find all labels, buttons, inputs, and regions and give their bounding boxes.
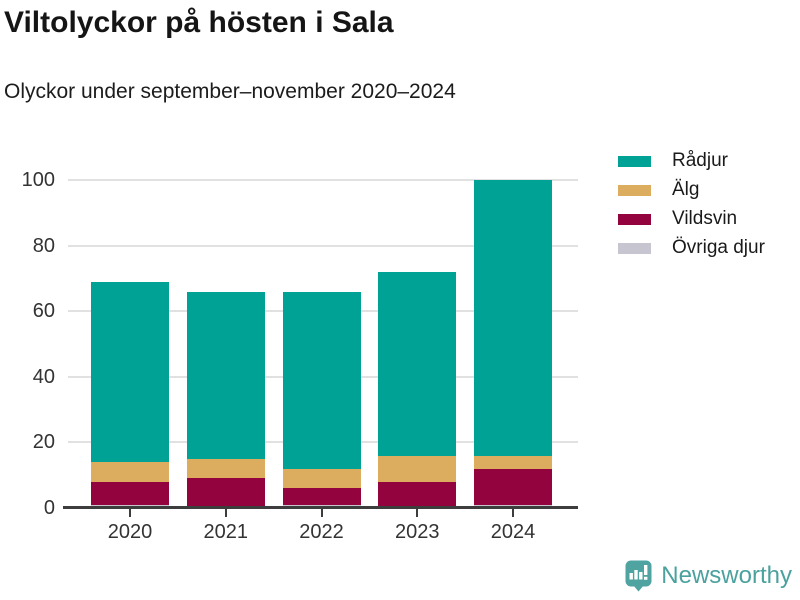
legend-label: Älg	[672, 179, 700, 200]
legend-label: Övriga djur	[672, 237, 765, 258]
y-tick-label-60: 60	[32, 300, 55, 323]
legend-swatch	[618, 242, 651, 254]
x-tick-label-2021: 2021	[203, 521, 249, 543]
bar-segment-r-djur	[186, 291, 265, 459]
gridline-80	[68, 244, 578, 247]
brand-name: Newsworthy	[661, 562, 792, 589]
legend-label: Vildsvin	[672, 208, 738, 229]
y-tick-label-100: 100	[21, 169, 55, 191]
legend: Rådjur Älg Vildsvin Övriga djur	[618, 150, 765, 266]
x-tick-label-2020: 2020	[107, 521, 153, 543]
bar-segment--lg	[474, 455, 552, 469]
legend-item-vildsvin: Vildsvin	[618, 208, 765, 230]
bar-segment-r-djur	[474, 180, 552, 456]
y-tick-label-40: 40	[32, 365, 55, 388]
legend-swatch	[618, 213, 651, 225]
x-tick-2021	[224, 509, 227, 517]
y-tick-label-0: 0	[43, 497, 55, 519]
bar-segment--lg	[378, 455, 457, 482]
x-tick-2020	[129, 509, 131, 517]
chart-subtitle: Olyckor under september–november 2020–20…	[4, 80, 456, 103]
bar-2021	[186, 291, 265, 508]
x-tick-2024	[512, 509, 514, 517]
plot-area	[63, 179, 578, 509]
legend-item--lg: Älg	[618, 179, 765, 201]
x-axis-line	[63, 506, 578, 509]
chart-title: Viltolyckor på hösten i Sala	[4, 6, 394, 39]
bar-segment--lg	[186, 458, 265, 479]
legend-item--vriga-djur: Övriga djur	[618, 237, 765, 259]
bar-segment-vildsvin	[186, 478, 265, 508]
x-tick-label-2024: 2024	[490, 521, 536, 543]
bar-segment-r-djur	[378, 271, 457, 456]
x-tick-2022	[320, 509, 323, 517]
newsworthy-logo-icon	[625, 560, 652, 592]
gridline-100	[68, 179, 578, 181]
bar-segment--lg	[91, 462, 169, 482]
legend-swatch	[618, 155, 651, 167]
bar-segment-vildsvin	[91, 481, 169, 505]
y-tick-label-80: 80	[32, 234, 55, 257]
bar-segment-vildsvin	[282, 488, 361, 505]
bar-segment-vildsvin	[474, 468, 552, 505]
y-tick-label-20: 20	[32, 431, 55, 454]
legend-swatch	[618, 184, 651, 196]
bar-2024	[474, 180, 552, 508]
legend-item-r-djur: Rådjur	[618, 150, 765, 172]
x-tick-2023	[416, 509, 419, 517]
x-tick-label-2022: 2022	[299, 521, 344, 543]
legend-label: Rådjur	[672, 150, 728, 171]
brand-footer[interactable]: Newsworthy	[625, 560, 792, 592]
x-tick-label-2023: 2023	[395, 521, 440, 543]
bar-2023	[378, 271, 457, 508]
bar-2020	[91, 281, 169, 508]
bar-segment-r-djur	[91, 281, 169, 463]
bar-segment-vildsvin	[378, 481, 457, 508]
bar-segment--lg	[282, 468, 361, 489]
bar-segment-r-djur	[282, 291, 361, 469]
bar-2022	[282, 291, 361, 508]
